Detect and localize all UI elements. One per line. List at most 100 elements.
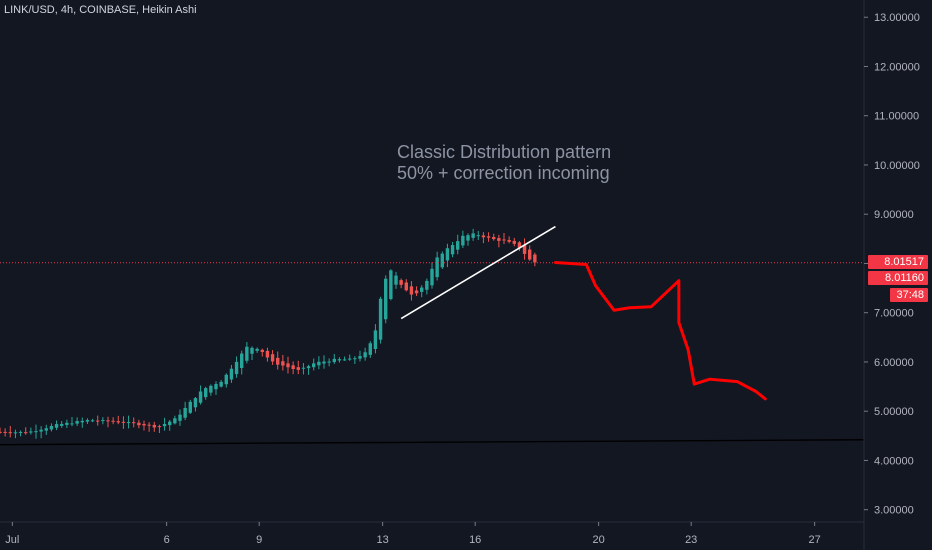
candle-body — [348, 358, 352, 360]
candle-body — [404, 282, 408, 291]
candle-body — [522, 245, 527, 254]
drawings-layer — [0, 225, 865, 446]
candle-body — [445, 248, 450, 261]
x-tick-label: 23 — [685, 534, 697, 546]
candle-body — [265, 350, 270, 358]
candle-body — [260, 349, 264, 352]
candle-body — [528, 249, 532, 260]
candle-body — [533, 254, 537, 263]
candle-body — [49, 425, 54, 430]
candle-body — [270, 354, 275, 362]
candle-body — [80, 420, 84, 423]
x-tick-label: 20 — [593, 534, 605, 546]
price-axis[interactable]: 13.0000012.0000011.0000010.000009.000008… — [864, 12, 920, 517]
candle-body — [198, 391, 203, 403]
candle-body — [188, 401, 192, 413]
candle-body — [8, 432, 12, 434]
candle-body — [322, 361, 326, 364]
y-tick-label: 11.00000 — [874, 111, 919, 123]
candle-body — [363, 352, 367, 358]
annotation-line-1: Classic Distribution pattern — [397, 142, 612, 162]
candle-body — [224, 374, 228, 385]
candle-body — [168, 421, 172, 426]
candle-body — [312, 363, 316, 368]
chart-annotation: Classic Distribution pattern 50% + corre… — [397, 142, 611, 184]
candle-body — [389, 270, 393, 299]
candle-body — [358, 356, 362, 359]
candle-body — [342, 359, 347, 361]
y-tick-label: 4.00000 — [874, 455, 914, 467]
candle-body — [481, 235, 486, 238]
candle-body — [296, 367, 300, 370]
candle-body — [245, 346, 249, 361]
annotation-line-2: 50% + correction incoming — [397, 163, 610, 183]
candle-body — [327, 361, 331, 363]
candle-body — [373, 330, 378, 350]
bar-countdown-label: 37:48 — [890, 288, 928, 302]
candle-body — [90, 420, 95, 422]
candle-body — [18, 431, 23, 433]
candle-body — [96, 420, 100, 422]
projected-correction-path — [553, 260, 767, 401]
candle-body — [3, 431, 7, 433]
candle-body — [476, 235, 480, 237]
candle-body — [507, 239, 511, 242]
candle-body — [337, 359, 342, 361]
candle-body — [399, 280, 403, 285]
candle-body — [24, 432, 28, 434]
symbol-title: LINK/USD, 4h, COINBASE, Heikin Ashi — [4, 4, 197, 16]
candle-body — [132, 422, 136, 424]
candle-body — [70, 423, 74, 425]
x-tick-label: 9 — [256, 534, 262, 546]
candle-body — [486, 236, 491, 238]
candle-body — [378, 298, 383, 340]
candle-body — [471, 233, 475, 238]
time-axis[interactable]: Jul 6 9 13 16 20 23 27 — [5, 522, 821, 546]
candle-body — [34, 431, 38, 433]
candle-body — [75, 421, 79, 424]
candle-body — [317, 361, 321, 366]
candle-body — [137, 422, 141, 426]
candle-body — [126, 422, 131, 424]
candle-body — [229, 368, 234, 380]
candle-body — [368, 343, 372, 355]
candle-body — [306, 366, 311, 369]
y-tick-label: 13.00000 — [874, 12, 920, 24]
candle-body — [13, 432, 18, 434]
candle-body — [456, 241, 460, 250]
candle-body — [111, 420, 115, 422]
y-tick-label: 3.00000 — [874, 505, 914, 517]
candle-body — [332, 358, 336, 363]
candle-body — [240, 353, 244, 368]
candle-body — [44, 428, 48, 431]
candle-body — [209, 385, 213, 393]
candle-body — [178, 414, 182, 421]
candle-body — [116, 421, 120, 423]
candle-body — [60, 423, 64, 426]
candle-body — [384, 278, 388, 320]
candle-body — [425, 280, 429, 290]
candle-body — [420, 287, 424, 292]
candle-body — [291, 365, 295, 370]
candle-body — [435, 257, 439, 278]
candle-body — [162, 423, 167, 427]
y-tick-label: 7.00000 — [874, 308, 914, 320]
candle-body — [65, 422, 69, 425]
candle-body — [512, 240, 516, 244]
candle-body — [353, 358, 357, 360]
candle-body — [183, 407, 187, 418]
candle-body — [281, 361, 285, 366]
candle-body — [497, 238, 501, 241]
candle-body — [430, 268, 434, 286]
candle-body — [409, 286, 414, 295]
candle-body — [152, 424, 156, 428]
candle-body — [54, 424, 59, 428]
candle-body — [286, 363, 290, 368]
candle-body — [193, 398, 198, 408]
candle-body — [173, 418, 177, 424]
candle-body — [157, 426, 162, 428]
candle-body — [276, 357, 280, 365]
x-tick-label: 27 — [809, 534, 821, 546]
